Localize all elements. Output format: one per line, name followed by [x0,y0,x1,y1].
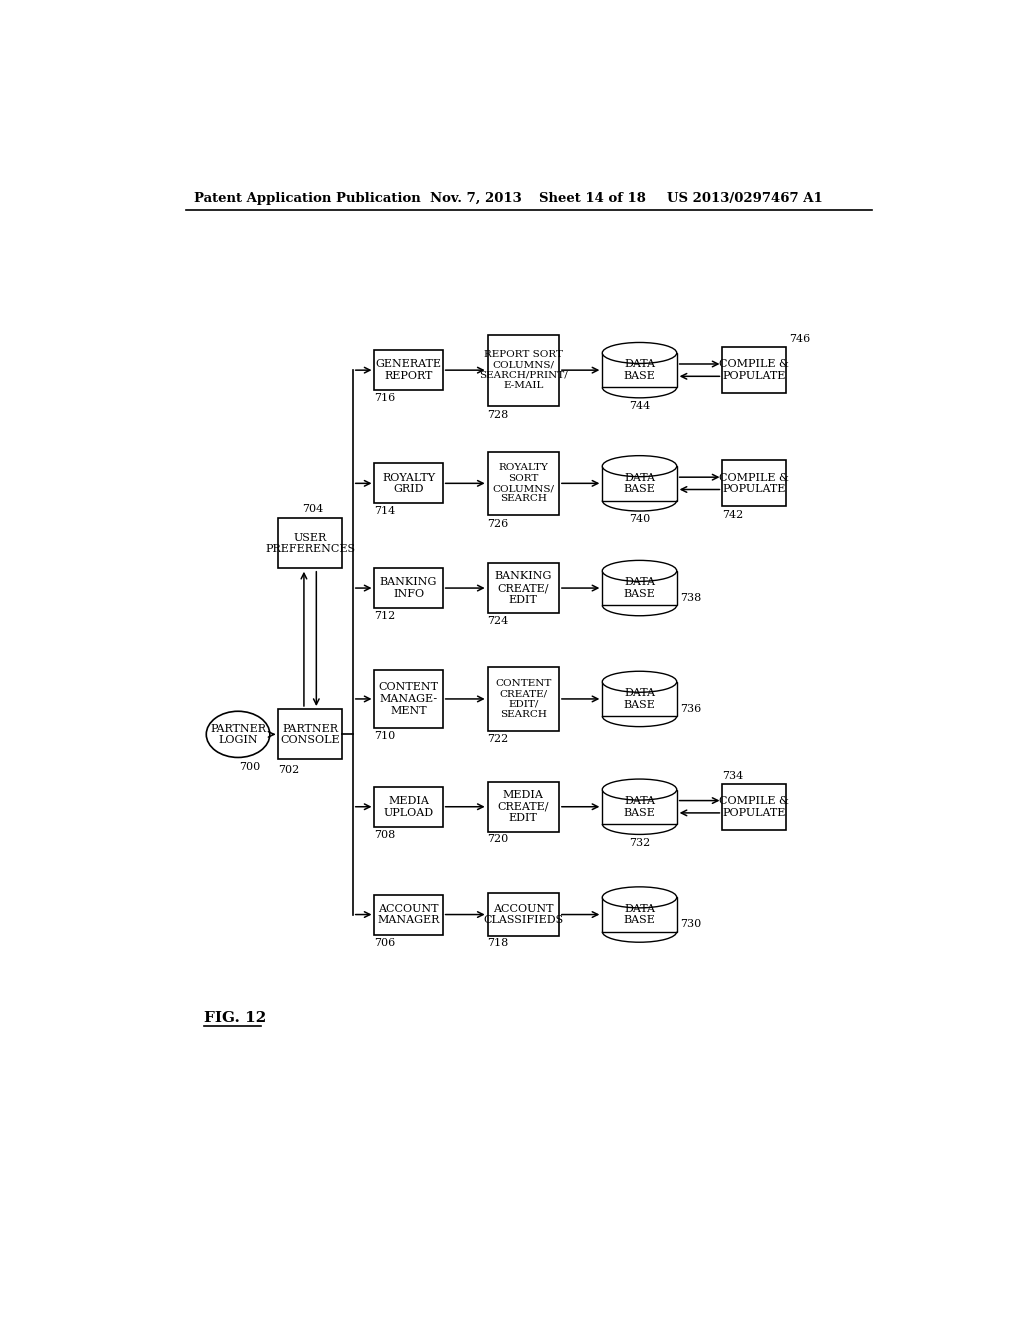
Text: ROYALTY
SORT
COLUMNS/
SEARCH: ROYALTY SORT COLUMNS/ SEARCH [493,463,554,503]
Text: COMPILE &
POPULATE: COMPILE & POPULATE [719,796,790,817]
Text: 746: 746 [790,334,810,345]
Text: MEDIA
UPLOAD: MEDIA UPLOAD [383,796,433,817]
Text: 732: 732 [629,837,650,847]
Ellipse shape [602,455,677,477]
Text: REPORT SORT
COLUMNS/
SEARCH/PRINT/
E-MAIL: REPORT SORT COLUMNS/ SEARCH/PRINT/ E-MAI… [479,350,567,391]
Text: 718: 718 [487,937,509,948]
Text: 736: 736 [680,704,701,714]
Text: 744: 744 [629,401,650,411]
Text: 714: 714 [375,507,395,516]
Text: 738: 738 [680,593,701,603]
Text: 716: 716 [375,393,395,403]
Ellipse shape [602,342,677,363]
Text: 706: 706 [375,937,395,948]
Bar [602,898,677,932]
Text: COMPILE &
POPULATE: COMPILE & POPULATE [719,359,790,381]
Bar [375,568,442,609]
Text: 700: 700 [240,762,261,772]
Text: 708: 708 [375,830,395,840]
Ellipse shape [602,779,677,800]
Text: BANKING
CREATE/
EDIT: BANKING CREATE/ EDIT [495,572,552,605]
Bar [375,669,442,729]
Text: CONTENT
CREATE/
EDIT/
SEARCH: CONTENT CREATE/ EDIT/ SEARCH [495,678,552,719]
Bar [602,352,677,387]
Bar [722,347,786,393]
Text: ACCOUNT
CLASSIFIEDS: ACCOUNT CLASSIFIEDS [483,904,563,925]
Text: 704: 704 [302,504,324,515]
Bar [487,451,559,515]
Text: USER
PREFERENCES: USER PREFERENCES [265,532,355,554]
Text: DATA
BASE: DATA BASE [624,688,655,710]
Bar [487,335,559,405]
Text: PARTNER
LOGIN: PARTNER LOGIN [210,723,266,746]
Text: 720: 720 [487,834,509,845]
Bar [602,789,677,824]
Text: DATA
BASE: DATA BASE [624,796,655,817]
Bar [487,564,559,612]
Text: DATA
BASE: DATA BASE [624,577,655,599]
Bar [279,709,342,759]
Bar [375,895,442,935]
Text: 724: 724 [487,615,509,626]
Text: 742: 742 [722,510,743,520]
Ellipse shape [602,561,677,581]
Text: DATA
BASE: DATA BASE [624,473,655,494]
Bar [722,461,786,507]
Bar [279,519,342,569]
Bar [487,894,559,936]
Text: ROYALTY
GRID: ROYALTY GRID [382,473,435,494]
Text: Sheet 14 of 18: Sheet 14 of 18 [539,191,645,205]
Text: US 2013/0297467 A1: US 2013/0297467 A1 [667,191,822,205]
Text: Patent Application Publication: Patent Application Publication [194,191,421,205]
Text: ACCOUNT
MANAGER: ACCOUNT MANAGER [378,904,439,925]
Text: 726: 726 [487,519,509,529]
Ellipse shape [206,711,270,758]
Text: 728: 728 [487,411,509,420]
Text: 702: 702 [279,766,300,775]
Bar [487,668,559,730]
Text: FIG. 12: FIG. 12 [204,1011,266,1024]
Text: DATA
BASE: DATA BASE [624,359,655,381]
Ellipse shape [602,672,677,692]
Text: CONTENT
MANAGE-
MENT: CONTENT MANAGE- MENT [379,682,438,715]
Text: 734: 734 [722,771,743,780]
Bar [375,787,442,826]
Bar [602,466,677,500]
Text: BANKING
INFO: BANKING INFO [380,577,437,599]
Text: 710: 710 [375,731,395,742]
Text: 722: 722 [487,734,509,744]
Text: 712: 712 [375,611,395,622]
Bar [602,570,677,606]
Text: COMPILE &
POPULATE: COMPILE & POPULATE [719,473,790,494]
Text: DATA
BASE: DATA BASE [624,904,655,925]
Text: 730: 730 [680,919,701,929]
Text: GENERATE
REPORT: GENERATE REPORT [376,359,441,381]
Bar [722,784,786,830]
Bar [375,350,442,391]
Bar [375,463,442,503]
Text: PARTNER
CONSOLE: PARTNER CONSOLE [281,723,340,746]
Bar [602,681,677,717]
Bar [487,781,559,832]
Ellipse shape [602,887,677,908]
Text: 740: 740 [629,513,650,524]
Text: Nov. 7, 2013: Nov. 7, 2013 [430,191,522,205]
Text: MEDIA
CREATE/
EDIT: MEDIA CREATE/ EDIT [498,791,549,824]
